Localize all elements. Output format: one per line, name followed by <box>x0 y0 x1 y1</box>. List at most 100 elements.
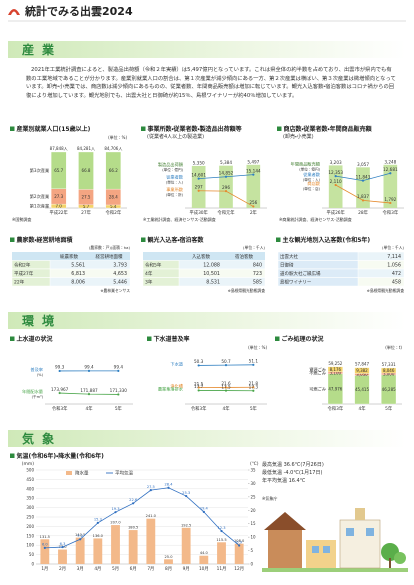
section-heading: 環境 <box>22 313 62 328</box>
x-tick-label: 4月 <box>94 566 101 572</box>
chart-title: 主な観光地別入込客数(令和5年) <box>283 236 371 244</box>
x-tick-label: 8月 <box>165 566 172 572</box>
y-tick-label: 100 <box>26 543 34 548</box>
y-tick-label: 250 <box>26 515 34 520</box>
value-label: 50.3 <box>194 359 204 364</box>
series-unit: (単位：人) <box>166 180 184 185</box>
value-label: 171,887 <box>80 388 98 393</box>
bar-segment <box>354 367 370 374</box>
header: 統計でみる出雲2024 <box>8 4 406 22</box>
value-label: 3,000 <box>383 371 395 376</box>
series-label: 普及率 <box>30 366 43 373</box>
value-label: 25.3 <box>182 491 190 495</box>
weather-note: 年平均気温 16.4℃ <box>262 477 306 484</box>
title-marker <box>10 336 15 341</box>
value-label: 15.3 <box>94 518 102 522</box>
cell-value: 8,531 <box>206 280 220 286</box>
source-note: ※島根県観光動態調査 <box>228 288 266 293</box>
section-heading: 気象 <box>22 431 62 446</box>
bar <box>356 167 370 208</box>
x-tick-label: 令和3年 <box>52 405 68 412</box>
value-label: 6.3 <box>60 542 66 546</box>
x-tick-label: 27年 <box>81 209 91 216</box>
section-banner: 産業 <box>8 41 406 58</box>
section-heading: 産業 <box>22 42 62 57</box>
legend-label: 資源ごみ <box>309 366 326 373</box>
cell-value: 6,813 <box>71 271 85 277</box>
intro-box: 2021年工業統計調査によると、製造品出荷額（令和２年実績）は5,497億円とな… <box>26 67 396 99</box>
point <box>87 369 91 372</box>
tree <box>394 552 406 564</box>
y2-tick-label: 25 <box>251 494 257 499</box>
title-marker <box>276 237 281 242</box>
legend-label: 可燃ごみ <box>309 385 326 392</box>
y-tick-label: 300 <box>26 505 34 510</box>
y2-tick-label: 30 <box>251 481 257 486</box>
total-label: 87,848人 <box>50 146 68 151</box>
point <box>87 393 91 396</box>
value-label: 5,497 <box>247 159 259 164</box>
legend-label: 第1次産業 <box>30 203 50 210</box>
chart-subtitle: (卸売・小売業) <box>283 133 314 140</box>
ground <box>262 568 408 572</box>
x-tick-label: 平成22年 <box>49 209 68 216</box>
cell-value: 472 <box>392 271 401 277</box>
window <box>323 546 330 553</box>
column-header: 総農家数 <box>60 253 78 260</box>
row-label: 令和5年 <box>145 262 162 269</box>
bar <box>128 530 138 564</box>
point <box>202 510 205 513</box>
series-label: 年間配水量 <box>22 388 43 395</box>
title-marker <box>10 126 15 131</box>
value-label: 5,384 <box>220 160 232 165</box>
cell-value: 5,561 <box>71 263 85 269</box>
series-label: 商店数 <box>307 180 320 187</box>
total-label: 84,281人 <box>77 146 95 151</box>
x-tick-label: 2年 <box>250 209 258 216</box>
value-label: 7.0 <box>55 204 62 209</box>
series-label: 事業所数 <box>166 186 184 193</box>
page-title: 統計でみる出雲2024 <box>24 4 133 18</box>
point <box>61 545 64 549</box>
banner-bg <box>8 312 406 329</box>
value-label: 3,050 <box>356 372 368 377</box>
value-label: 207.0 <box>110 521 121 525</box>
x-tick-label: 9月 <box>183 566 190 572</box>
table-header <box>12 252 130 261</box>
chart-subtitle: (従業者4人以上の製造業) <box>147 133 204 140</box>
row-head <box>11 277 51 287</box>
table-header <box>143 252 265 261</box>
x-tick-label: 令和3年 <box>383 209 399 216</box>
bar <box>383 164 398 208</box>
window <box>346 528 354 536</box>
value-label: 65.7 <box>54 168 63 173</box>
x-tick-label: 令和2年 <box>106 209 122 216</box>
bar <box>191 165 206 208</box>
cell-value: 585 <box>253 280 262 286</box>
weather-note: 最低気温 -4.0℃(1月17日) <box>262 469 322 476</box>
series-label: 浄化槽 <box>170 383 183 390</box>
value-label: 50.7 <box>221 359 231 364</box>
chart-title: 農家数・経営耕地面積 <box>17 236 74 244</box>
point <box>238 544 241 547</box>
chart-title: 産業別就業人口(15歳以上) <box>16 125 91 133</box>
value-label: 136.0 <box>93 534 104 538</box>
x-tick-label: 5年 <box>115 405 123 412</box>
point <box>58 391 61 395</box>
value-label: 171,330 <box>110 388 128 393</box>
value-label: 44.0 <box>200 551 209 555</box>
point <box>252 173 255 176</box>
point <box>334 175 337 178</box>
value-label: 2,110 <box>330 179 342 184</box>
cell-value: 4,653 <box>113 271 127 277</box>
value-label: 51.1 <box>249 359 259 364</box>
value-label: 28.4 <box>109 195 118 200</box>
value-label: 28.4 <box>164 483 173 487</box>
value-label: 8,176 <box>330 367 342 372</box>
value-label: 108.0 <box>234 539 245 543</box>
x-tick-label: 6月 <box>130 566 137 572</box>
bar-segment <box>327 366 343 373</box>
series-label: 製造品出荷額 <box>158 161 184 168</box>
value-label: 17.7 <box>194 384 204 389</box>
source-note: ※農林業センサス <box>100 288 130 293</box>
